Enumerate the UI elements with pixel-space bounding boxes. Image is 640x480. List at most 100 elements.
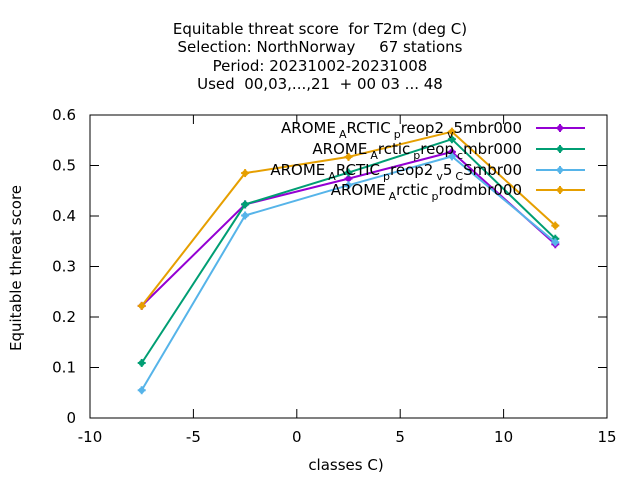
x-tick-label: -5 [186, 428, 201, 446]
marker-dot [557, 187, 563, 193]
legend-label-part: AROME [281, 119, 336, 137]
title-line-2: Selection: NorthNorway 67 stations [177, 38, 463, 56]
data-point [241, 200, 250, 209]
data-point [551, 221, 560, 230]
data-point [137, 301, 146, 310]
data-point [447, 127, 456, 136]
data-point [241, 169, 250, 178]
y-tick-label: 0.3 [52, 258, 76, 276]
marker-dot [448, 148, 455, 155]
y-tick-label: 0.6 [52, 106, 76, 124]
legend-label-part: c [457, 149, 463, 162]
marker-dot [448, 153, 455, 160]
series-layer [137, 127, 560, 395]
legend-entry-4: AROME Arctic prodmbr000 [331, 181, 585, 203]
marker-dot [138, 302, 145, 309]
marker-dot [557, 125, 563, 131]
legend-label: AROME ARCTIC preop2 v5 CSmbr00 [270, 161, 522, 183]
legend-label-part: v [447, 128, 454, 141]
legend-label-part: AROME [312, 140, 367, 158]
data-point [344, 181, 353, 190]
legend-entry-1: AROME ARCTIC preop2 v5mbr000 [281, 119, 585, 141]
axes: -10 -5 0 5 10 15 0 0.1 0.2 0.3 0.4 0.5 0.6 [52, 106, 616, 446]
marker-dot [138, 387, 145, 394]
legend-label-part: A [370, 149, 378, 162]
legend-label: AROME ARCTIC preop2 v5mbr000 [281, 119, 522, 141]
marker-dot [242, 212, 249, 219]
legend-label-part: reop2 [390, 161, 433, 179]
marker-dot [552, 222, 559, 229]
x-axis-label: classes C) [308, 456, 384, 474]
legend-entry-3: AROME ARCTIC preop2 v5 CSmbr00 [270, 161, 585, 183]
marker-dot [345, 169, 352, 176]
legend-label-part: rodmbr000 [439, 181, 522, 199]
marker-dot [552, 239, 559, 246]
data-point [137, 358, 146, 367]
legend-label-part: AROME [331, 181, 386, 199]
x-tick-label: 10 [494, 428, 513, 446]
title-line-4: Used 00,03,...,21 + 00 03 ... 48 [197, 75, 443, 93]
y-tick-label: 0.2 [52, 308, 76, 326]
legend-label-part: rctic [396, 181, 428, 199]
data-point [551, 238, 560, 247]
marker-dot [138, 359, 145, 366]
legend-label-part: 5mbr000 [454, 119, 522, 137]
legend-entry-2: AROME Arctic preop cmbr000 [312, 140, 585, 162]
legend-label-part: p [394, 128, 401, 141]
legend-label-part: rctic [378, 140, 410, 158]
legend-label-part: A [328, 170, 336, 183]
legend-label-part: RCTIC [336, 161, 380, 179]
x-tick-label: 15 [597, 428, 616, 446]
legend-label-part: reop [420, 140, 454, 158]
series-3 [137, 152, 560, 395]
data-point [241, 211, 250, 220]
y-tick-label: 0.1 [52, 359, 76, 377]
legend-marker [556, 186, 564, 194]
y-tick-label: 0.5 [52, 157, 76, 175]
legend-marker [556, 124, 564, 132]
legend-marker [556, 145, 564, 153]
legend-label-part: p [383, 170, 390, 183]
series-2 [137, 135, 560, 367]
legend-label-part: p [432, 190, 439, 203]
legend-marker [556, 166, 564, 174]
marker-dot [557, 167, 563, 173]
data-point [447, 152, 456, 161]
marker-dot [242, 201, 249, 208]
data-point [137, 386, 146, 395]
legend-label-part: A [389, 190, 397, 203]
legend-label-part: AROME [270, 161, 325, 179]
y-tick-label: 0.4 [52, 207, 76, 225]
marker-dot [448, 136, 455, 143]
x-tick-label: 0 [292, 428, 302, 446]
y-tick-label: 0 [66, 409, 76, 427]
marker-dot [448, 128, 455, 135]
title-line-3: Period: 20231002-20231008 [212, 57, 428, 75]
legend-label-part: mbr000 [463, 140, 522, 158]
legend-label-part: v [436, 170, 443, 183]
data-point [344, 168, 353, 177]
marker-dot [345, 153, 352, 160]
data-point [447, 147, 456, 156]
legend-label-part: p [413, 149, 420, 162]
legend-label: AROME Arctic preop cmbr000 [312, 140, 522, 162]
legend-label-part: reop2 [401, 119, 444, 137]
data-point [344, 152, 353, 161]
legend-label-part: RCTIC [346, 119, 390, 137]
x-tick-label: -10 [78, 428, 103, 446]
x-tick-label: 5 [395, 428, 405, 446]
series-4 [137, 127, 560, 310]
marker-dot [557, 146, 563, 152]
marker-dot [345, 182, 352, 189]
legend-label-part: A [339, 128, 347, 141]
legend-label-part: Smbr00 [463, 161, 522, 179]
marker-dot [345, 175, 352, 182]
legend-label-part: 5 [443, 161, 453, 179]
legend-label: AROME Arctic prodmbr000 [331, 181, 522, 203]
data-point [447, 135, 456, 144]
marker-dot [242, 170, 249, 177]
title-line-1: Equitable threat score for T2m (deg C) [172, 20, 468, 38]
legend-label-part: C [455, 170, 463, 183]
